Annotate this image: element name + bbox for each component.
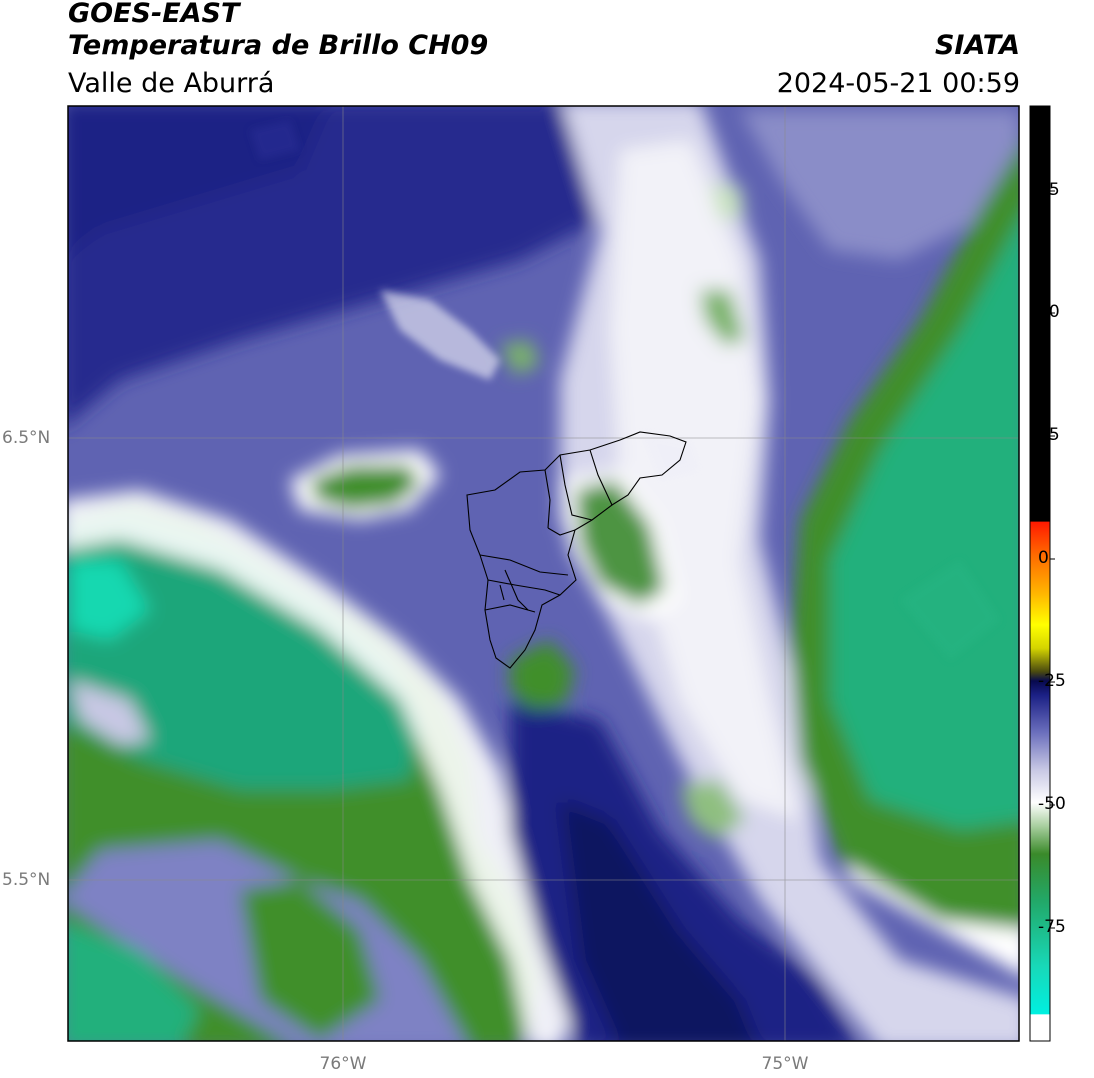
colorbar-label-75: 75 — [1038, 180, 1060, 200]
colorbar-label-25: 25 — [1038, 425, 1060, 445]
colorbar-label-neg25: -25 — [1038, 671, 1066, 691]
product-title: Temperatura de Brillo CH09 — [68, 30, 489, 61]
latitude-label-5-5: 5.5°N — [2, 870, 51, 890]
satellite-title: GOES-EAST — [68, 0, 240, 29]
colorbar-frame — [1029, 105, 1051, 1042]
colorbar — [1030, 106, 1050, 1041]
colorbar-label-0: 0 — [1038, 548, 1049, 568]
map-frame — [67, 105, 1020, 1042]
colorbar-label-50: 50 — [1038, 302, 1060, 322]
latitude-label-6-5: 6.5°N — [2, 428, 51, 448]
agency-label: SIATA — [934, 30, 1020, 61]
brightness-temperature-field — [68, 106, 1019, 1041]
colorbar-label-neg75: -75 — [1038, 917, 1066, 937]
longitude-label-76: 76°W — [319, 1054, 367, 1074]
graticule — [68, 106, 1019, 1041]
longitude-label-75: 75°W — [761, 1054, 809, 1074]
region-subtitle: Valle de Aburrá — [68, 68, 275, 99]
municipal-boundaries — [466, 431, 687, 669]
colorbar-label-neg50: -50 — [1038, 794, 1066, 814]
colorbar-ticks — [1050, 190, 1055, 929]
datetime-label: 2024-05-21 00:59 — [776, 68, 1020, 99]
